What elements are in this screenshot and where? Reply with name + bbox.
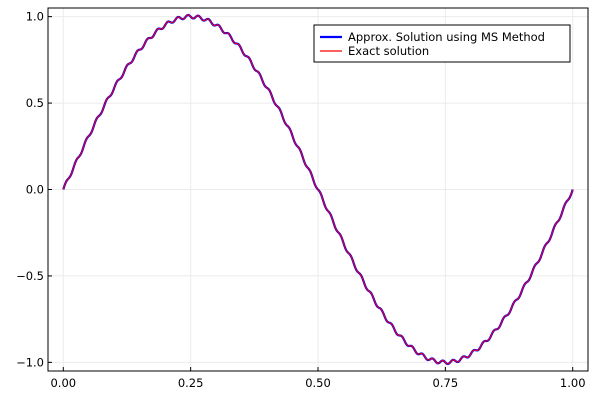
- y-tick-label: −0.5: [16, 269, 44, 283]
- y-tick-label: −1.0: [16, 355, 44, 369]
- legend-box: [313, 24, 571, 63]
- x-tick-label: 1.00: [560, 376, 586, 390]
- axis-ticks: 0.00 0.25 0.50 0.75 1.00 −1.0 −0.5 0.0 0.5 1.0: [16, 10, 585, 390]
- x-tick-label: 0.50: [305, 376, 331, 390]
- legend-label-exact: Exact solution: [348, 44, 429, 58]
- legend-label-approx: Approx. Solution using MS Method: [348, 30, 545, 44]
- series-line-exact: [62, 14, 574, 365]
- legend: Approx. Solution using MS Method Exact s…: [313, 24, 571, 63]
- series-lines: [62, 13, 574, 366]
- y-tick-label: 0.0: [26, 183, 44, 197]
- y-tick-label: 0.5: [26, 96, 44, 110]
- x-tick-label: 0.75: [433, 376, 459, 390]
- y-tick-label: 1.0: [26, 10, 44, 24]
- x-tick-label: 0.25: [178, 376, 204, 390]
- x-tick-label: 0.00: [50, 376, 76, 390]
